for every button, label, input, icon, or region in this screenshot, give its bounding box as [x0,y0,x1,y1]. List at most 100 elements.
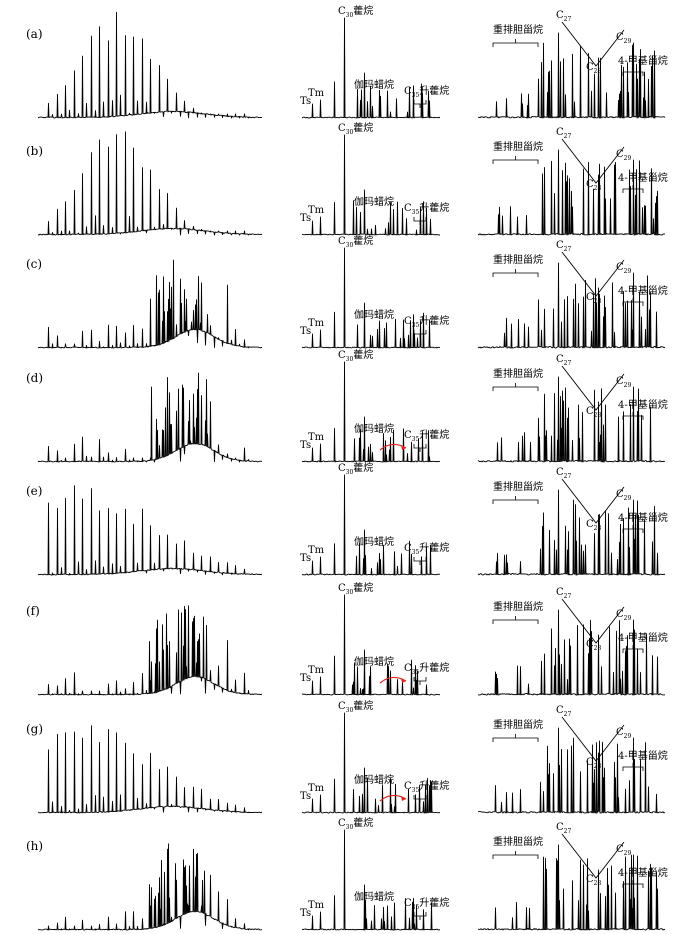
nalkane-trace [37,843,263,931]
c35-homohopane-label: C35升藿烷 [404,779,449,794]
c29-label: C29 [616,727,631,740]
c27-c28-c29-connector [561,21,625,67]
tm-label: Tm [308,545,325,556]
c30-hopane-label: C30藿烷 [338,461,373,476]
c27-label: C27 [556,127,571,140]
tm-label: Tm [308,783,325,794]
c27-label: C27 [556,467,571,480]
c27-c28-c29-connector [561,598,625,644]
methylsterane-label: 4-甲基甾烷 [618,284,668,297]
c28-label: C28 [586,874,601,887]
sterane-trace [477,262,666,349]
c35-homohopane-label: C35升藿烷 [404,314,449,329]
c30-hopane-label: C30藿烷 [338,699,373,714]
sterane-trace [477,844,666,931]
homohopane-brace [413,795,427,803]
c30-hopane-label: C30藿烷 [338,581,373,596]
row-label: (h) [26,839,43,853]
sterane-trace [477,609,666,696]
c27-c28-c29-connector [561,251,625,297]
c30-hopane-label: C30藿烷 [338,816,373,831]
diasterane-brace [492,496,539,504]
sterane-trace [477,149,666,236]
diasterane-label: 重排胆甾烷 [493,253,543,266]
gammacerane-label: 伽玛蜡烷 [354,655,394,668]
nalkane-trace [37,372,263,463]
c29-label: C29 [616,376,631,389]
row-label: (c) [26,257,42,271]
methylsterane-brace [622,763,644,771]
c35-homohopane-label: C35升藿烷 [404,896,449,911]
diasterane-brace [492,616,539,624]
homohopane-brace [413,330,427,338]
c28-label: C28 [586,179,601,192]
diasterane-brace [492,383,539,391]
methylsterane-label: 4-甲基甾烷 [618,171,668,184]
c28-label: C28 [586,62,601,75]
tm-label: Tm [308,665,325,676]
nalkane-trace [37,131,263,236]
methylsterane-brace [622,645,644,653]
c27-label: C27 [556,240,571,253]
c35-homohopane-label: C35升藿烷 [404,541,449,556]
diasterane-label: 重排胆甾烷 [493,718,543,731]
gammacerane-label: 伽玛蜡烷 [354,422,394,435]
c29-label: C29 [616,149,631,162]
methylsterane-label: 4-甲基甾烷 [618,866,668,879]
methylsterane-label: 4-甲基甾烷 [618,54,668,67]
ts-label: Ts [300,673,311,684]
methylsterane-label: 4-甲基甾烷 [618,749,668,762]
hopane-trace [301,17,441,119]
nalkane-trace [37,11,263,119]
ts-label: Ts [300,96,311,107]
red-arrowhead [401,796,406,801]
row-label: (e) [26,484,42,498]
row-label: (b) [26,144,43,158]
row-label: (a) [26,27,43,41]
methylsterane-brace [622,525,644,533]
gammacerane-label: 伽玛蜡烷 [354,535,394,548]
diasterane-brace [492,156,539,164]
diasterane-label: 重排胆甾烷 [493,480,543,493]
c27-c28-c29-connector [561,716,625,762]
diasterane-label: 重排胆甾烷 [493,600,543,613]
c28-label: C28 [586,406,601,419]
c28-label: C28 [586,639,601,652]
c35-homohopane-label: C35升藿烷 [404,84,449,99]
diasterane-brace [492,39,539,47]
ts-label: Ts [300,213,311,224]
c27-label: C27 [556,705,571,718]
gammacerane-label: 伽玛蜡烷 [354,773,394,786]
methylsterane-brace [622,298,644,306]
tm-label: Tm [308,88,325,99]
gammacerane-label: 伽玛蜡烷 [354,78,394,91]
row-label: (f) [26,604,40,618]
hopane-trace [301,829,441,931]
diasterane-brace [492,269,539,277]
diasterane-brace [492,734,539,742]
c28-label: C28 [586,519,601,532]
tm-label: Tm [308,900,325,911]
c28-label: C28 [586,757,601,770]
sterane-trace [477,32,666,119]
c27-c28-c29-connector [561,478,625,524]
ts-label: Ts [300,908,311,919]
c27-c28-c29-connector [561,365,625,411]
sterane-trace [478,727,666,814]
c29-label: C29 [616,32,631,45]
ts-label: Ts [300,326,311,337]
ts-label: Ts [300,440,311,451]
c27-c28-c29-connector [561,138,625,184]
hopane-trace [301,247,441,349]
diasterane-label: 重排胆甾烷 [493,23,543,36]
gammacerane-label: 伽玛蜡烷 [354,195,394,208]
c27-label: C27 [556,587,571,600]
c29-label: C29 [616,262,631,275]
